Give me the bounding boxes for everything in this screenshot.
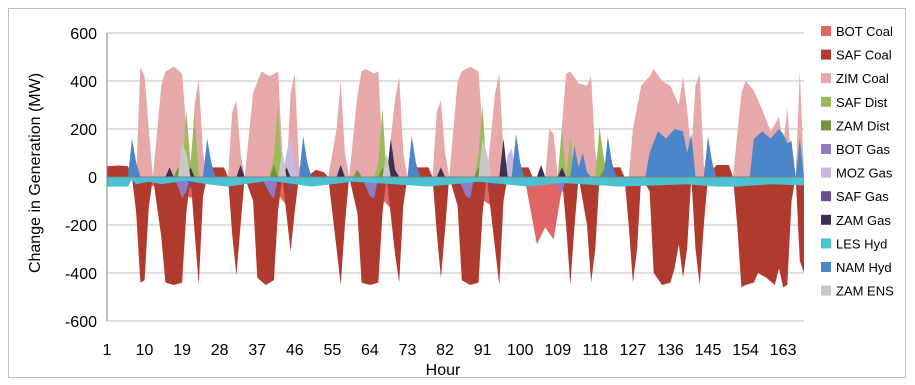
legend-layer: BOT Coal SAF Coal ZIM Coal SAF Dist ZAM Dist… <box>821 24 894 299</box>
legend-swatch-saf-gas <box>821 191 831 202</box>
x-tick-label: 100 <box>507 342 534 359</box>
y-tick-label: 200 <box>70 122 97 139</box>
legend-swatch-saf-coal <box>821 49 831 60</box>
area-layer <box>107 66 804 288</box>
legend-swatch-zim-coal <box>821 73 831 84</box>
x-tick-label: 64 <box>361 342 379 359</box>
legend-label-nam-hyd: NAM Hyd <box>836 260 892 275</box>
y-tick-label: -600 <box>65 314 97 331</box>
area-bot-coal <box>107 177 804 245</box>
y-tick-label: 600 <box>70 26 97 43</box>
legend-label-zim-coal: ZIM Coal <box>836 71 889 86</box>
legend-label-moz-gas: MOZ Gas <box>836 166 893 181</box>
area-les-hyd <box>107 177 804 187</box>
x-tick-label: 37 <box>248 342 266 359</box>
area-zam-dist <box>107 165 804 177</box>
legend-label-les-hyd: LES Hyd <box>836 236 887 251</box>
legend-swatch-moz-gas <box>821 167 831 178</box>
x-tick-label: 10 <box>136 342 154 359</box>
legend-label-saf-coal: SAF Coal <box>836 48 892 63</box>
legend-swatch-les-hyd <box>821 238 831 249</box>
x-tick-label: 145 <box>695 342 722 359</box>
y-axis-title: Change in Generation (MW) <box>27 73 44 273</box>
x-tick-label: 73 <box>399 342 417 359</box>
legend-label-saf-dist: SAF Dist <box>836 95 888 110</box>
legend-label-zam-ens: ZAM ENS <box>836 284 894 299</box>
chart-svg: 600 400 200 0 -200 -400 -600 1 10 19 28 37 46 55 64 73 8… <box>27 24 894 379</box>
x-tick-label: 163 <box>770 342 797 359</box>
x-tick-label: 55 <box>323 342 341 359</box>
y-tick-label: -200 <box>65 218 97 235</box>
legend-swatch-zam-ens <box>821 285 831 296</box>
y-tick-label: -400 <box>65 266 97 283</box>
area-saf-coal <box>107 165 804 288</box>
legend-swatch-bot-gas <box>821 144 831 154</box>
area-zim-coal <box>107 66 804 177</box>
x-tick-label: 91 <box>474 342 492 359</box>
legend-label-zam-dist: ZAM Dist <box>836 118 890 133</box>
legend-label-bot-coal: BOT Coal <box>836 24 893 39</box>
x-tick-label: 154 <box>732 342 759 359</box>
x-tick-label: 46 <box>286 342 304 359</box>
x-tick-label: 19 <box>173 342 191 359</box>
x-tick-label: 82 <box>436 342 454 359</box>
area-zam-ens <box>107 138 804 177</box>
legend-swatch-nam-hyd <box>821 262 831 272</box>
legend-label-zam-gas: ZAM Gas <box>836 213 891 228</box>
axis-layer: 600 400 200 0 -200 -400 -600 1 10 19 28 37 46 55 64 73 8… <box>65 26 804 359</box>
chart-frame: 600 400 200 0 -200 -400 -600 1 10 19 28 37 46 55 64 73 8… <box>8 8 906 379</box>
legend-swatch-zam-dist <box>821 120 831 131</box>
x-tick-label: 28 <box>211 342 229 359</box>
legend-swatch-saf-dist <box>821 96 831 107</box>
y-tick-label: 0 <box>88 170 97 187</box>
y-tick-label: 400 <box>70 74 97 91</box>
legend-swatch-bot-coal <box>821 26 831 36</box>
x-tick-label: 127 <box>620 342 647 359</box>
x-axis-title: Hour <box>426 362 461 379</box>
legend-swatch-zam-gas <box>821 214 831 225</box>
x-tick-label: 109 <box>544 342 571 359</box>
x-tick-label: 136 <box>657 342 684 359</box>
x-tick-label: 118 <box>583 342 609 359</box>
x-tick-label: 1 <box>103 342 112 359</box>
legend-label-saf-gas: SAF Gas <box>836 189 889 204</box>
legend-label-bot-gas: BOT Gas <box>836 142 890 157</box>
area-nam-hyd <box>107 129 804 177</box>
